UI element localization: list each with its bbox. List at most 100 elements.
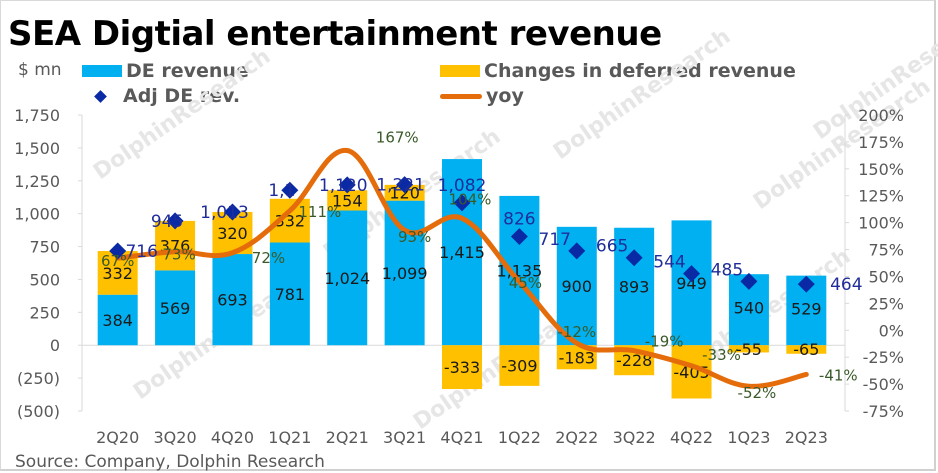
left-tick-label: 250	[29, 303, 60, 322]
adj-de-marker	[453, 194, 471, 212]
right-tick-label: 0%	[879, 321, 904, 340]
watermark-text: DolphinResearch	[549, 24, 735, 165]
bar-deferred-revenue	[442, 345, 482, 390]
x-tick-label: 3Q22	[613, 428, 656, 447]
adj-de-marker	[683, 265, 701, 283]
label-deferred-revenue: -183	[559, 348, 595, 367]
bar-de-revenue	[327, 210, 368, 346]
watermark-text: DolphinResearch	[749, 74, 935, 215]
x-tick-label: 1Q21	[268, 428, 311, 447]
label-de-revenue: 1,099	[382, 264, 428, 283]
right-tick-label: 200%	[858, 106, 904, 125]
bar-de-revenue	[97, 294, 138, 346]
label-deferred-revenue: -309	[501, 357, 537, 376]
label-yoy: 73%	[162, 246, 195, 264]
label-de-revenue: 900	[561, 277, 592, 296]
chart-title: SEA Digtial entertainment revenue	[8, 14, 662, 54]
adj-de-marker	[281, 181, 299, 199]
label-de-revenue: 949	[676, 274, 707, 293]
legend-yoy: yoy	[440, 85, 524, 107]
label-de-revenue: 693	[217, 291, 248, 310]
label-adj-de: 717	[539, 230, 571, 250]
bar-deferred-revenue	[499, 345, 540, 386]
left-tick-label: (250)	[17, 369, 60, 388]
label-deferred-revenue: -65	[793, 340, 819, 359]
label-yoy: -12%	[557, 323, 596, 341]
x-tick-label: 3Q20	[154, 428, 197, 447]
bar-deferred-revenue	[327, 190, 368, 211]
label-de-revenue: 569	[160, 299, 191, 318]
right-tick-label: 25%	[868, 294, 904, 313]
x-tick-label: 2Q20	[96, 428, 139, 447]
label-adj-de: 544	[653, 253, 685, 273]
label-adj-de: 485	[711, 260, 743, 280]
legend-label: yoy	[486, 85, 524, 107]
left-tick-label: 750	[29, 238, 60, 257]
bar-de-revenue	[155, 270, 196, 346]
x-tick-label: 2Q23	[785, 428, 828, 447]
label-adj-de: 665	[596, 237, 628, 257]
left-tick-label: (500)	[17, 402, 60, 421]
right-tick-label: -25%	[863, 348, 904, 367]
bar-de-revenue	[499, 195, 540, 346]
x-tick-label: 1Q22	[498, 428, 541, 447]
label-de-revenue: 1,024	[324, 269, 370, 288]
legend-label: Changes in deferred revenue	[484, 60, 796, 82]
label-adj-de: 464	[830, 275, 862, 295]
label-adj-de: 1,1	[268, 181, 295, 201]
bar-deferred-revenue	[786, 345, 827, 354]
adj-de-marker	[797, 275, 815, 293]
left-tick-label: 1,500	[14, 139, 60, 158]
adj-de-marker	[740, 272, 758, 290]
adj-de-marker	[166, 212, 184, 230]
label-deferred-revenue: 320	[217, 224, 248, 243]
label-deferred-revenue: 120	[389, 184, 420, 203]
x-tick-label: 4Q22	[670, 428, 713, 447]
label-de-revenue: 893	[619, 277, 650, 296]
right-tick-label: 100%	[858, 214, 904, 233]
label-adj-de: 1,221	[376, 176, 425, 196]
label-yoy: -52%	[738, 384, 777, 402]
bar-de-revenue	[671, 220, 712, 346]
adj-de-marker	[510, 228, 528, 246]
adj-de-marker	[396, 176, 414, 194]
x-tick-label: 4Q20	[211, 428, 254, 447]
label-deferred-revenue: -228	[616, 351, 652, 370]
left-tick-label: 1,250	[14, 172, 60, 191]
label-adj-de: 1,013	[200, 203, 249, 223]
legend-swatch-deferred	[440, 65, 480, 77]
right-tick-label: -50%	[863, 375, 904, 394]
x-tick-label: 3Q21	[383, 428, 426, 447]
unit-label: $ mn	[18, 60, 62, 80]
watermark-text: DolphinResearch	[89, 44, 275, 185]
legend-deferred: Changes in deferred revenue	[440, 60, 796, 82]
label-de-revenue: 1,415	[439, 243, 485, 262]
left-tick-label: 0	[50, 336, 60, 355]
label-yoy: 93%	[398, 228, 431, 246]
legend-swatch-de-revenue	[82, 65, 122, 77]
label-yoy: -33%	[702, 346, 741, 364]
left-tick-label: 500	[29, 270, 60, 289]
bar-de-revenue	[442, 159, 482, 346]
x-tick-label: 1Q23	[727, 428, 770, 447]
label-yoy: 72%	[252, 249, 285, 267]
label-de-revenue: 781	[275, 285, 306, 304]
adj-de-marker	[223, 203, 241, 221]
right-tick-label: 175%	[858, 133, 904, 152]
legend-line-icon	[440, 93, 482, 99]
left-tick-label: 1,000	[14, 205, 60, 224]
bar-de-revenue	[269, 242, 310, 346]
label-yoy: -41%	[819, 366, 858, 384]
bar-de-revenue	[614, 227, 655, 346]
label-adj-de: 716	[125, 242, 157, 262]
left-tick-label: 1,750	[14, 106, 60, 125]
label-de-revenue: 529	[791, 299, 822, 318]
right-tick-label: -75%	[863, 402, 904, 421]
label-adj-de: 945	[151, 212, 183, 232]
legend-adj-de: Adj DE rev.	[82, 85, 240, 107]
label-yoy: 67%	[101, 252, 134, 270]
label-de-revenue: 540	[734, 299, 765, 318]
label-deferred-revenue: -333	[444, 358, 480, 377]
label-de-revenue: 384	[102, 311, 133, 330]
yoy-line	[115, 148, 809, 389]
